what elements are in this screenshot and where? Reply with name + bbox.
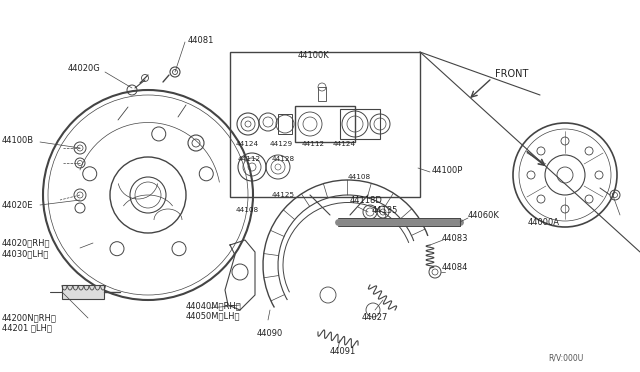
Text: 44040M〈RH〉: 44040M〈RH〉 [186,301,242,311]
Bar [278,114,292,134]
Text: 44060K: 44060K [468,211,500,219]
Text: R/V:000U: R/V:000U [548,353,583,362]
Bar [62,285,104,299]
Text: 44135: 44135 [372,205,398,215]
Text: 44090: 44090 [257,330,284,339]
Bar [295,106,355,142]
Text: 44129: 44129 [270,141,293,147]
Text: 44125: 44125 [272,192,295,198]
Bar [340,109,380,139]
Text: 44124: 44124 [236,141,259,147]
Text: 44083: 44083 [442,234,468,243]
Text: 44050M〈LH〉: 44050M〈LH〉 [186,311,241,321]
Text: 44020〈RH〉: 44020〈RH〉 [2,238,51,247]
Text: 44201 〈LH〉: 44201 〈LH〉 [2,324,52,333]
Bar [318,87,326,101]
Text: 44118D: 44118D [350,196,383,205]
Text: 44020G: 44020G [68,64,100,73]
Text: 44030〈LH〉: 44030〈LH〉 [2,250,49,259]
Text: 44124: 44124 [333,141,356,147]
Text: 44091: 44091 [330,347,356,356]
Text: 44108: 44108 [348,174,371,180]
Text: 44100K: 44100K [298,51,330,60]
Bar [230,52,420,197]
Text: 44200N〈RH〉: 44200N〈RH〉 [2,314,57,323]
Text: 44084: 44084 [442,263,468,273]
Text: 44128: 44128 [272,156,295,162]
Text: 44000A: 44000A [528,218,560,227]
Text: 44112: 44112 [238,156,261,162]
Text: 44100P: 44100P [432,166,463,174]
Text: 44112: 44112 [302,141,325,147]
Text: 44081: 44081 [188,35,214,45]
Text: 44108: 44108 [236,207,259,213]
Text: 44100B: 44100B [2,135,34,144]
Text: 44027: 44027 [362,314,388,323]
Text: FRONT: FRONT [495,69,529,79]
Text: 44020E: 44020E [2,201,33,209]
